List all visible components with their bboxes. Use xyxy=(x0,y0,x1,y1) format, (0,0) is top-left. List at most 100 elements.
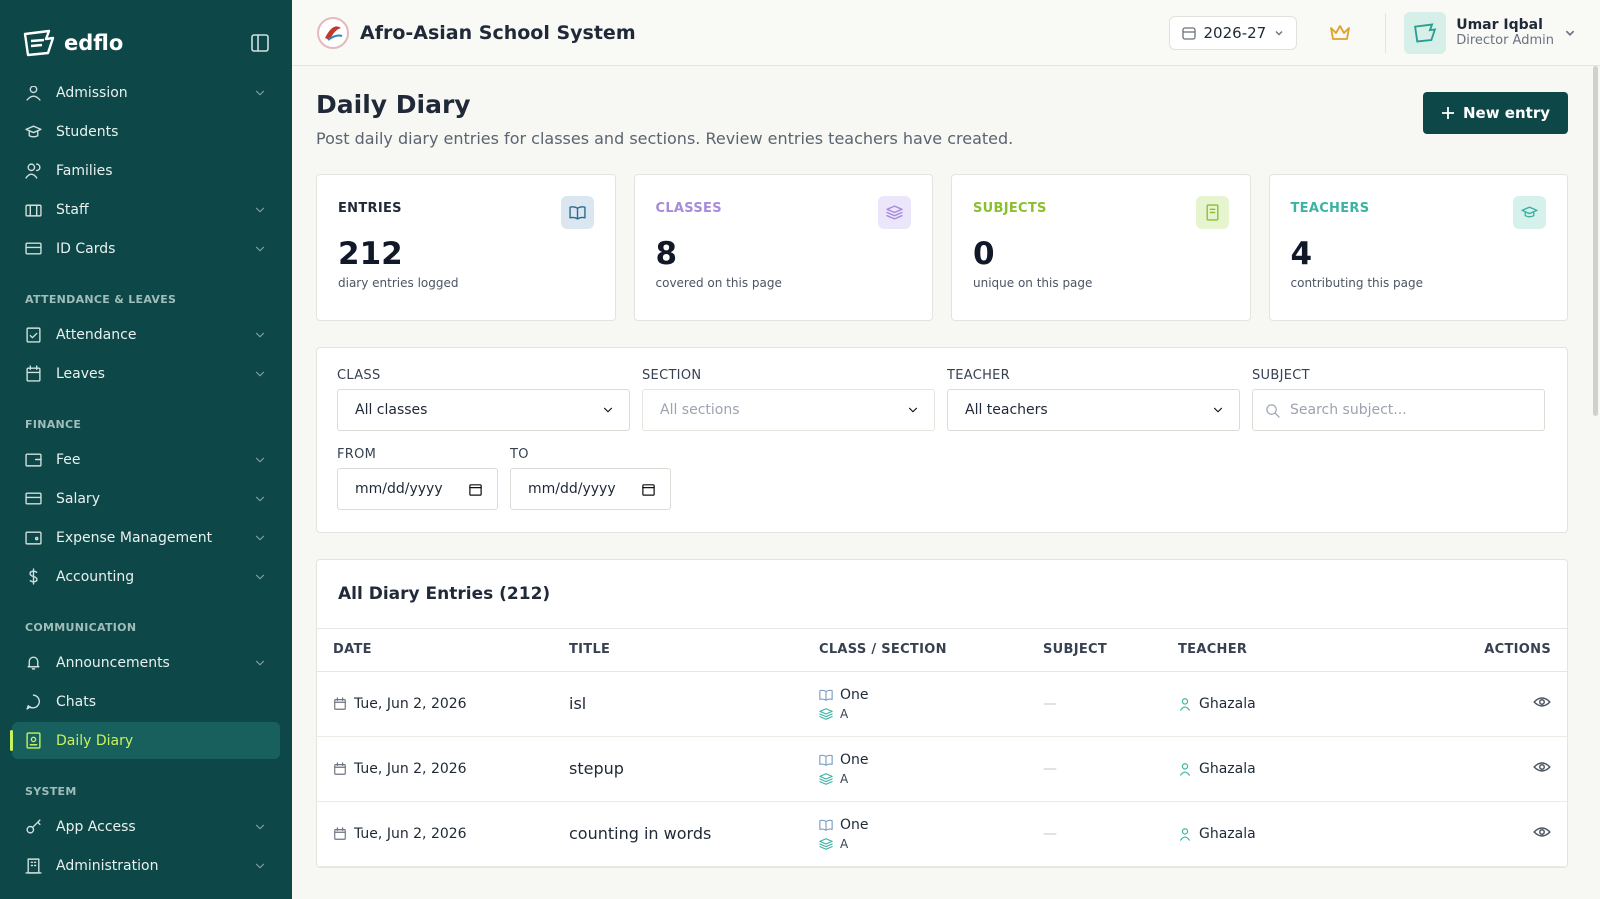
nav-item[interactable]: Fee xyxy=(12,441,280,478)
cell: Ghazala xyxy=(1178,761,1359,777)
nav-icon xyxy=(25,163,41,179)
view-button[interactable] xyxy=(1533,761,1551,780)
nav-item[interactable]: Staff xyxy=(12,191,280,228)
section-name: A xyxy=(840,706,849,721)
nav-item[interactable]: Admission xyxy=(12,74,280,111)
filter-value: All teachers xyxy=(965,402,1048,418)
table-row: Tue, Jun 2, 2026 stepup One A — Ghazala xyxy=(317,736,1567,802)
nav-icon xyxy=(25,531,42,545)
nav-label: Admission xyxy=(56,84,128,101)
stat-caption: unique on this page xyxy=(973,276,1093,290)
nav-item[interactable]: Expense Management xyxy=(12,519,280,556)
nav-label: Families xyxy=(56,162,113,179)
stat-caption: covered on this page xyxy=(655,276,782,290)
cell: Ghazala xyxy=(1178,696,1359,712)
chevron xyxy=(255,207,265,212)
nav-item[interactable]: Administration xyxy=(12,847,280,884)
nav-icon xyxy=(25,125,42,138)
nav-heading: COMMUNICATION xyxy=(25,621,137,634)
school-logo xyxy=(317,16,349,49)
chevron xyxy=(255,535,265,540)
nav-icon xyxy=(26,694,40,710)
filter-label: TEACHER xyxy=(947,368,1011,383)
nav-label: Salary xyxy=(56,490,100,507)
nav-heading: SYSTEM xyxy=(25,785,77,798)
brand-name: edflo xyxy=(64,31,124,55)
nav-item[interactable]: Announcements xyxy=(12,644,280,681)
nav-item[interactable]: Students xyxy=(12,113,280,150)
stat-icon xyxy=(878,196,911,229)
search-icon xyxy=(1266,403,1280,418)
calendar-icon xyxy=(334,761,346,775)
brand-logo xyxy=(23,29,55,57)
premium-icon[interactable] xyxy=(1329,23,1351,43)
section-name: A xyxy=(840,771,849,786)
section-icon xyxy=(819,772,833,785)
filter-field: TO mm/dd/yyyy xyxy=(510,447,671,510)
date-input[interactable]: mm/dd/yyyy xyxy=(510,468,671,510)
nav-item[interactable]: Accounting xyxy=(12,558,280,595)
stat-icon xyxy=(1195,196,1229,229)
nav-item[interactable]: Chats xyxy=(12,683,280,720)
nav: Admission Students Families Staff ID Cards AT… xyxy=(0,74,292,886)
nav-icon xyxy=(25,242,42,255)
chevron xyxy=(908,407,918,413)
subject-cell: — xyxy=(1027,671,1162,737)
class-cell: One A xyxy=(803,801,1027,867)
scrollbar[interactable] xyxy=(1593,66,1598,416)
user-menu[interactable]: Umar Iqbal Director Admin xyxy=(1385,11,1576,54)
calendar-icon xyxy=(642,483,655,496)
select-muted-input[interactable]: All sections xyxy=(642,389,935,431)
filter-value: All classes xyxy=(355,402,428,418)
nav-icon xyxy=(25,858,42,874)
select-input[interactable]: All teachers xyxy=(947,389,1240,431)
calendar-icon xyxy=(334,696,346,710)
actions-cell xyxy=(1375,801,1567,867)
view-button[interactable] xyxy=(1533,696,1551,715)
nav-item[interactable]: ID Cards xyxy=(12,230,280,267)
nav-label: Staff xyxy=(56,201,89,218)
class-cell: One A xyxy=(803,736,1027,802)
teacher-icon xyxy=(1180,762,1190,776)
entries-table: DATE TITLE CLASS / SECTION SUBJECT TEACHER AC… xyxy=(317,629,1567,867)
chevron xyxy=(255,496,265,501)
subject-cell: — xyxy=(1027,736,1162,802)
column-header: ACTIONS xyxy=(1375,629,1567,672)
sidebar: edflo Admission Students Families Staff ID C… xyxy=(0,0,292,899)
nav-icon xyxy=(26,732,41,749)
chevron xyxy=(255,863,265,868)
date-input[interactable]: mm/dd/yyyy xyxy=(337,468,498,510)
nav-item[interactable]: Attendance xyxy=(12,316,280,353)
new-entry-button[interactable]: New entry xyxy=(1422,92,1568,134)
nav-label: Students xyxy=(56,123,119,140)
cell: One xyxy=(819,752,1011,768)
search-input[interactable]: Search subject... xyxy=(1252,389,1545,431)
stat-value: 8 xyxy=(655,236,678,272)
stat-icon-glyph xyxy=(568,206,586,220)
nav-item[interactable]: Daily Diary xyxy=(10,722,280,759)
chevron xyxy=(255,246,265,251)
select-input[interactable]: All classes xyxy=(337,389,630,431)
collapse-button[interactable] xyxy=(250,33,270,53)
chevron xyxy=(255,574,265,579)
calendar-icon xyxy=(334,826,346,840)
brand[interactable]: edflo xyxy=(0,0,292,86)
session-select[interactable]: 2026-27 xyxy=(1168,15,1298,50)
stat-icon-glyph xyxy=(886,205,903,220)
stat-icon xyxy=(560,196,594,229)
nav-item[interactable]: App Access xyxy=(12,808,280,845)
nav-item[interactable]: Leaves xyxy=(12,355,280,392)
nav-label: Announcements xyxy=(56,654,170,671)
view-button[interactable] xyxy=(1533,826,1551,845)
nav-item[interactable]: Families xyxy=(12,152,280,189)
filter-row: CLASS All classes SECTION All sections TEACH… xyxy=(337,368,1547,431)
stats: ENTRIES 212 diary entries logged CLASSES 8 co… xyxy=(316,174,1568,321)
class-name: One xyxy=(840,686,869,703)
teacher-cell: Ghazala xyxy=(1162,801,1376,867)
cell: Tue, Jun 2, 2026 xyxy=(333,761,537,777)
nav-label: Leaves xyxy=(56,365,105,382)
entry-title: isl xyxy=(569,694,587,713)
stat-card: TEACHERS 4 contributing this page xyxy=(1268,174,1568,321)
nav-item[interactable]: Salary xyxy=(12,480,280,517)
chevron xyxy=(255,90,265,95)
